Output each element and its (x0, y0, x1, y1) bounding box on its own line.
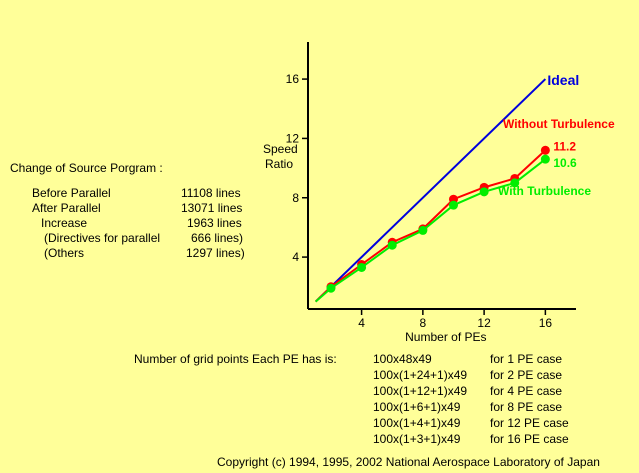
source-row-label: After Parallel (32, 201, 101, 215)
x-tick-label: 8 (420, 316, 427, 330)
ideal-line (314, 78, 547, 303)
grid-dims: 100x(1+12+1)x49 (373, 384, 468, 398)
series-point (540, 145, 550, 155)
source-row-value: 11108 lines (181, 186, 241, 200)
x-tick-label: 4 (358, 316, 365, 330)
y-tick-label: 16 (286, 72, 300, 86)
grid-dims: 100x(1+6+1)x49 (373, 400, 461, 414)
source-row-value: 1963 lines (187, 216, 242, 230)
grid-case: for 8 PE case (490, 400, 563, 414)
source-row-label: (Directives for parallel (44, 231, 161, 245)
grid-dims: 100x(1+3+1)x49 (373, 432, 461, 446)
series-point (326, 283, 336, 293)
x-axis-label: Number of PEs (405, 330, 486, 344)
series-end-label: 10.6 (553, 156, 577, 170)
y-axis-label: Ratio (265, 157, 293, 171)
copyright-text: Copyright (c) 1994, 1995, 2002 National … (217, 455, 600, 469)
series-point (540, 154, 550, 164)
grid-case: for 12 PE case (490, 416, 569, 430)
x-tick-label: 16 (539, 316, 553, 330)
source-row-label: (Others (44, 246, 85, 260)
y-axis-label: Speed (263, 142, 298, 156)
y-tick-label: 4 (292, 250, 299, 264)
source-change-title: Change of Source Porgram : (10, 161, 163, 175)
series-point (387, 240, 397, 250)
series-end-label: 11.2 (553, 139, 576, 153)
series-point (418, 225, 428, 235)
grid-case: for 16 PE case (490, 432, 569, 446)
y-tick-label: 12 (286, 131, 300, 145)
series-name-label: With Turbulence (498, 184, 591, 198)
grid-dims: 100x48x49 (373, 352, 432, 366)
ideal-label: Ideal (547, 72, 579, 88)
grid-case: for 2 PE case (490, 368, 563, 382)
series-point (357, 262, 367, 272)
series-point (448, 200, 458, 210)
source-row-label: Increase (41, 216, 88, 230)
source-row-value: 13071 lines (181, 201, 243, 215)
grid-case: for 1 PE case (490, 352, 563, 366)
source-row-label: Before Parallel (32, 186, 111, 200)
grid-dims: 100x(1+4+1)x49 (373, 416, 461, 430)
series-point (479, 187, 489, 197)
series-point (510, 178, 520, 188)
series-line (314, 149, 547, 303)
series-name-label: Without Turbulence (503, 117, 615, 131)
grid-points-heading: Number of grid points Each PE has is: (134, 352, 337, 366)
y-tick-label: 8 (292, 191, 299, 205)
grid-dims: 100x(1+24+1)x49 (373, 368, 468, 382)
source-row-value: 666 lines) (191, 231, 244, 245)
x-tick-label: 12 (477, 316, 491, 330)
source-row-value: 1297 lines) (186, 246, 245, 260)
grid-case: for 4 PE case (490, 384, 563, 398)
